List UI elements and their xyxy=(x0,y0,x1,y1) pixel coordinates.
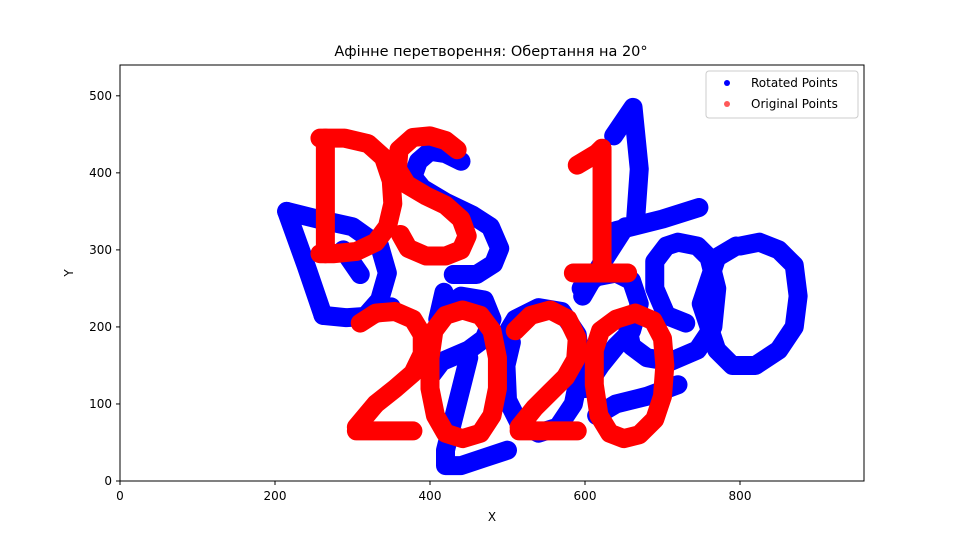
rotated-point-stroke xyxy=(606,198,709,241)
axes-frame xyxy=(119,64,865,482)
x-axis-label: X xyxy=(488,510,496,524)
rotated-point-stroke xyxy=(604,97,649,233)
legend-marker-original xyxy=(724,101,730,107)
original-point-stroke xyxy=(420,300,507,449)
legend-label-original: Original Points xyxy=(751,97,838,111)
rotated-point-stroke xyxy=(691,232,808,375)
y-tick-label: 500 xyxy=(89,89,112,103)
y-tick-label: 0 xyxy=(104,474,112,488)
y-tick-label: 400 xyxy=(89,166,112,180)
original-point-stroke xyxy=(346,302,432,437)
x-tick-label: 800 xyxy=(729,489,752,503)
x-tick-label: 600 xyxy=(574,489,597,503)
y-tick-label: 100 xyxy=(89,397,112,411)
y-axis-label: Y xyxy=(62,269,76,278)
y-axis: 0 100 200 300 400 500 xyxy=(89,89,120,488)
x-tick-label: 0 xyxy=(116,489,124,503)
plot-area xyxy=(119,64,865,482)
original-point-stroke xyxy=(584,303,675,449)
x-axis: 0 200 400 600 800 xyxy=(116,481,751,503)
y-tick-label: 200 xyxy=(89,320,112,334)
legend-box xyxy=(705,70,859,119)
original-point-stroke xyxy=(505,300,587,437)
legend-marker-rotated xyxy=(724,80,730,86)
rotated-point-stroke xyxy=(436,348,517,476)
y-tick-label: 300 xyxy=(89,243,112,257)
rotated-point-stroke xyxy=(277,201,333,325)
x-tick-label: 400 xyxy=(419,489,442,503)
original-point-stroke xyxy=(387,126,477,266)
series-original-points xyxy=(310,126,675,449)
chart-title: Афінне перетворення: Обертання на 20° xyxy=(334,44,647,60)
legend: Rotated Points Original Points xyxy=(705,70,859,119)
legend-label-rotated: Rotated Points xyxy=(751,76,838,90)
x-tick-label: 200 xyxy=(264,489,287,503)
series-rotated-points xyxy=(277,97,808,476)
original-point-stroke xyxy=(310,128,403,264)
